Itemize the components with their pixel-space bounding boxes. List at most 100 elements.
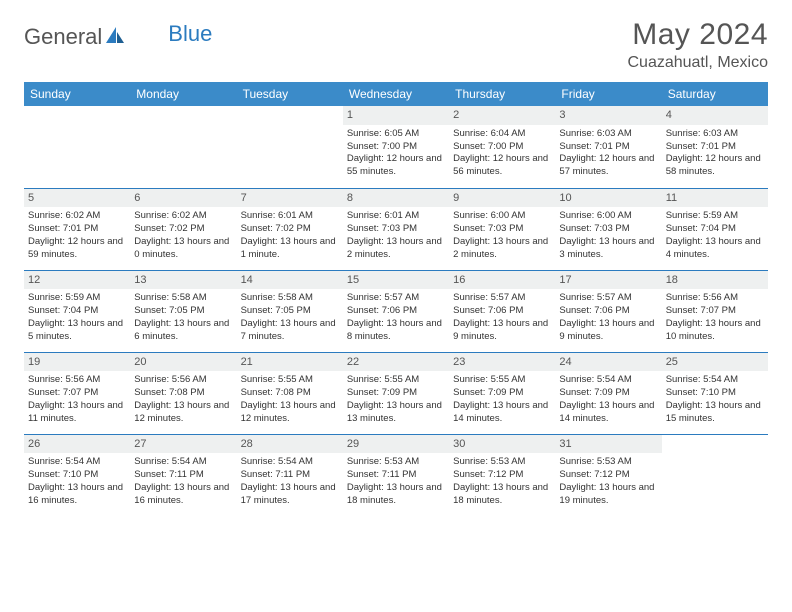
- sunset-text: Sunset: 7:03 PM: [559, 223, 657, 236]
- sunrise-text: Sunrise: 5:53 AM: [559, 456, 657, 469]
- calendar-day-cell: 2Sunrise: 6:04 AMSunset: 7:00 PMDaylight…: [449, 106, 555, 188]
- sunset-text: Sunset: 7:08 PM: [134, 387, 232, 400]
- daylight-text: Daylight: 13 hours and 9 minutes.: [453, 318, 551, 344]
- sunset-text: Sunset: 7:05 PM: [134, 305, 232, 318]
- calendar-day-cell: 7Sunrise: 6:01 AMSunset: 7:02 PMDaylight…: [237, 188, 343, 270]
- calendar-day-cell: 4Sunrise: 6:03 AMSunset: 7:01 PMDaylight…: [662, 106, 768, 188]
- day-number: 5: [24, 189, 130, 208]
- sunset-text: Sunset: 7:12 PM: [559, 469, 657, 482]
- sunrise-text: Sunrise: 5:53 AM: [347, 456, 445, 469]
- sunset-text: Sunset: 7:01 PM: [28, 223, 126, 236]
- calendar-day-cell: 9Sunrise: 6:00 AMSunset: 7:03 PMDaylight…: [449, 188, 555, 270]
- calendar-day-cell: 29Sunrise: 5:53 AMSunset: 7:11 PMDayligh…: [343, 434, 449, 516]
- sunset-text: Sunset: 7:05 PM: [241, 305, 339, 318]
- daylight-text: Daylight: 13 hours and 1 minute.: [241, 236, 339, 262]
- calendar-page: General Blue May 2024 Cuazahuatl, Mexico…: [0, 0, 792, 534]
- sunset-text: Sunset: 7:06 PM: [347, 305, 445, 318]
- calendar-day-cell: 1Sunrise: 6:05 AMSunset: 7:00 PMDaylight…: [343, 106, 449, 188]
- daylight-text: Daylight: 13 hours and 18 minutes.: [453, 482, 551, 508]
- daylight-text: Daylight: 13 hours and 9 minutes.: [559, 318, 657, 344]
- calendar-day-cell: 12Sunrise: 5:59 AMSunset: 7:04 PMDayligh…: [24, 270, 130, 352]
- day-number: 27: [130, 435, 236, 454]
- calendar-day-cell: 24 Sunrise: 5:54 AMSunset: 7:09 PMDayligh…: [555, 352, 661, 434]
- daylight-text: Daylight: 12 hours and 57 minutes.: [559, 153, 657, 179]
- calendar-day-cell: 3Sunrise: 6:03 AMSunset: 7:01 PMDaylight…: [555, 106, 661, 188]
- calendar-day-cell: 19Sunrise: 5:56 AMSunset: 7:07 PMDayligh…: [24, 352, 130, 434]
- logo-text-blue: Blue: [168, 21, 212, 47]
- day-number: 30: [449, 435, 555, 454]
- sunset-text: Sunset: 7:09 PM: [347, 387, 445, 400]
- weekday-header: Sunday: [24, 82, 130, 106]
- calendar-day-cell: 25Sunrise: 5:54 AMSunset: 7:10 PMDayligh…: [662, 352, 768, 434]
- calendar-day-cell: 14Sunrise: 5:58 AMSunset: 7:05 PMDayligh…: [237, 270, 343, 352]
- calendar-head: SundayMondayTuesdayWednesdayThursdayFrid…: [24, 82, 768, 106]
- sunrise-text: Sunrise: 5:55 AM: [453, 374, 551, 387]
- sunset-text: Sunset: 7:12 PM: [453, 469, 551, 482]
- sunrise-text: Sunrise: 5:53 AM: [453, 456, 551, 469]
- sunrise-text: Sunrise: 5:57 AM: [347, 292, 445, 305]
- month-title: May 2024: [627, 18, 768, 52]
- logo-sail-icon: [104, 25, 126, 50]
- day-number: 10: [555, 189, 661, 208]
- daylight-text: Daylight: 13 hours and 10 minutes.: [666, 318, 764, 344]
- sunrise-text: Sunrise: 5:59 AM: [666, 210, 764, 223]
- daylight-text: Daylight: 12 hours and 56 minutes.: [453, 153, 551, 179]
- day-number: 24: [555, 353, 661, 372]
- sunrise-text: Sunrise: 5:57 AM: [559, 292, 657, 305]
- day-number: [24, 106, 130, 125]
- daylight-text: Daylight: 13 hours and 17 minutes.: [241, 482, 339, 508]
- sunset-text: Sunset: 7:00 PM: [347, 141, 445, 154]
- sunset-text: Sunset: 7:07 PM: [28, 387, 126, 400]
- calendar-day-cell: 21Sunrise: 5:55 AMSunset: 7:08 PMDayligh…: [237, 352, 343, 434]
- daylight-text: Daylight: 13 hours and 7 minutes.: [241, 318, 339, 344]
- calendar-day-cell: 17Sunrise: 5:57 AMSunset: 7:06 PMDayligh…: [555, 270, 661, 352]
- day-number: 23: [449, 353, 555, 372]
- sunset-text: Sunset: 7:07 PM: [666, 305, 764, 318]
- daylight-text: Daylight: 13 hours and 12 minutes.: [241, 400, 339, 426]
- calendar-day-cell: 27Sunrise: 5:54 AMSunset: 7:11 PMDayligh…: [130, 434, 236, 516]
- sunset-text: Sunset: 7:04 PM: [28, 305, 126, 318]
- daylight-text: Daylight: 13 hours and 5 minutes.: [28, 318, 126, 344]
- calendar-day-cell: [24, 106, 130, 188]
- day-number: 1: [343, 106, 449, 125]
- day-number: 28: [237, 435, 343, 454]
- calendar-day-cell: 11Sunrise: 5:59 AMSunset: 7:04 PMDayligh…: [662, 188, 768, 270]
- sunset-text: Sunset: 7:11 PM: [347, 469, 445, 482]
- day-number: 6: [130, 189, 236, 208]
- logo-text-general: General: [24, 24, 102, 50]
- day-number: 14: [237, 271, 343, 290]
- day-number: 8: [343, 189, 449, 208]
- weekday-header: Monday: [130, 82, 236, 106]
- sunrise-text: Sunrise: 5:56 AM: [134, 374, 232, 387]
- daylight-text: Daylight: 13 hours and 14 minutes.: [559, 400, 657, 426]
- logo: General Blue: [24, 18, 212, 50]
- calendar-day-cell: [662, 434, 768, 516]
- sunset-text: Sunset: 7:06 PM: [559, 305, 657, 318]
- day-number: 2: [449, 106, 555, 125]
- day-number: 12: [24, 271, 130, 290]
- sunrise-text: Sunrise: 5:56 AM: [28, 374, 126, 387]
- weekday-header: Friday: [555, 82, 661, 106]
- calendar-day-cell: 18Sunrise: 5:56 AMSunset: 7:07 PMDayligh…: [662, 270, 768, 352]
- sunset-text: Sunset: 7:01 PM: [559, 141, 657, 154]
- day-number: [237, 106, 343, 125]
- calendar-week-row: 19Sunrise: 5:56 AMSunset: 7:07 PMDayligh…: [24, 352, 768, 434]
- sunrise-text: Sunrise: 5:54 AM: [559, 374, 657, 387]
- sunset-text: Sunset: 7:09 PM: [559, 387, 657, 400]
- calendar-day-cell: 28Sunrise: 5:54 AMSunset: 7:11 PMDayligh…: [237, 434, 343, 516]
- daylight-text: Daylight: 13 hours and 4 minutes.: [666, 236, 764, 262]
- sunrise-text: Sunrise: 6:02 AM: [28, 210, 126, 223]
- calendar-day-cell: 13Sunrise: 5:58 AMSunset: 7:05 PMDayligh…: [130, 270, 236, 352]
- daylight-text: Daylight: 13 hours and 15 minutes.: [666, 400, 764, 426]
- sunrise-text: Sunrise: 6:04 AM: [453, 128, 551, 141]
- sunrise-text: Sunrise: 5:55 AM: [347, 374, 445, 387]
- sunrise-text: Sunrise: 5:56 AM: [666, 292, 764, 305]
- daylight-text: Daylight: 13 hours and 18 minutes.: [347, 482, 445, 508]
- calendar-day-cell: 20Sunrise: 5:56 AMSunset: 7:08 PMDayligh…: [130, 352, 236, 434]
- sunset-text: Sunset: 7:02 PM: [241, 223, 339, 236]
- sunset-text: Sunset: 7:11 PM: [241, 469, 339, 482]
- weekday-row: SundayMondayTuesdayWednesdayThursdayFrid…: [24, 82, 768, 106]
- location-label: Cuazahuatl, Mexico: [627, 54, 768, 72]
- calendar-day-cell: 15Sunrise: 5:57 AMSunset: 7:06 PMDayligh…: [343, 270, 449, 352]
- day-number: 20: [130, 353, 236, 372]
